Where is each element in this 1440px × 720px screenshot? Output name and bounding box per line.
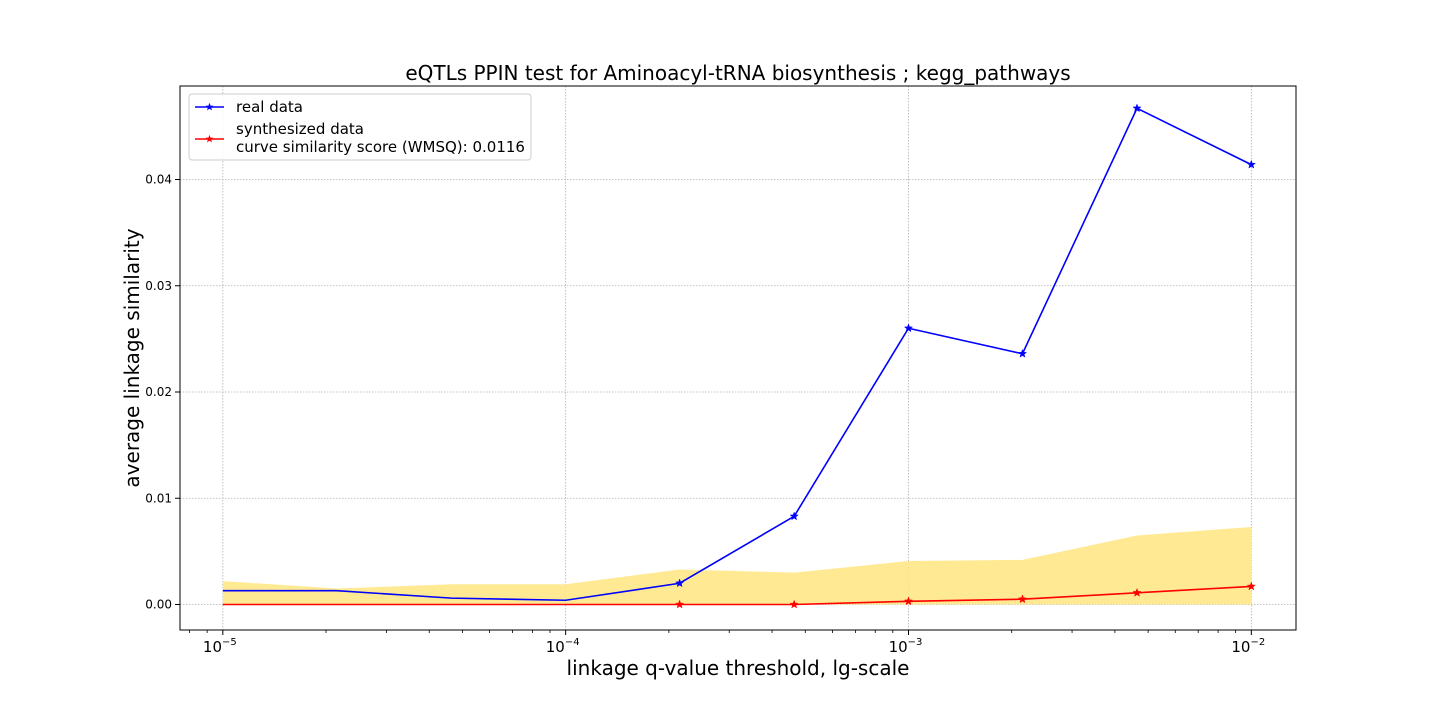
series-real-data bbox=[222, 103, 1256, 602]
series-point bbox=[1017, 594, 1028, 604]
series-line bbox=[222, 585, 1252, 606]
legend-box bbox=[188, 93, 532, 161]
confidence-band bbox=[222, 526, 1252, 605]
x-tick-label: 10−4 bbox=[546, 637, 580, 656]
legend-label: real data bbox=[236, 98, 303, 116]
series-point bbox=[1132, 587, 1142, 597]
plot-frame bbox=[179, 85, 1297, 631]
legend-marker bbox=[205, 134, 214, 143]
legend-label-line: synthesized data bbox=[236, 120, 364, 138]
series-point bbox=[903, 596, 914, 606]
series-point bbox=[1132, 103, 1142, 113]
x-tick-label: 10−2 bbox=[1231, 637, 1265, 656]
y-tick-label: 0.01 bbox=[145, 491, 172, 505]
y-tick-label: 0.04 bbox=[145, 173, 172, 187]
y-axis: 0.00 0.01 0.02 0.03 0.04 bbox=[145, 173, 180, 612]
y-axis-label: average linkage similarity bbox=[120, 228, 144, 487]
series-point bbox=[1246, 159, 1256, 169]
x-axis-label: linkage q-value threshold, lg-scale bbox=[567, 656, 910, 680]
y-tick-label: 0.02 bbox=[145, 385, 172, 399]
series-synthesized-data bbox=[222, 581, 1256, 609]
y-tick-label: 0.03 bbox=[145, 279, 172, 293]
series-point bbox=[674, 578, 685, 588]
series-point bbox=[903, 323, 914, 333]
series-point bbox=[1017, 348, 1028, 358]
series-layer bbox=[222, 103, 1256, 609]
legend-marker bbox=[205, 102, 214, 111]
legend-label-line: curve similarity score (WMSQ): 0.0116 bbox=[236, 138, 525, 156]
plot-area bbox=[179, 85, 1297, 631]
y-tick-label: 0.00 bbox=[145, 598, 172, 612]
series-point bbox=[674, 599, 685, 609]
legend-item-real-data: real data bbox=[195, 98, 303, 116]
confidence-band-layer bbox=[222, 526, 1252, 605]
x-tick-label: 10−3 bbox=[889, 637, 923, 656]
x-tick-label: 10−5 bbox=[203, 637, 237, 656]
chart-title: eQTLs PPIN test for Aminoacyl-tRNA biosy… bbox=[405, 61, 1070, 85]
series-point bbox=[789, 599, 799, 609]
series-point bbox=[1246, 581, 1256, 591]
series-line bbox=[222, 107, 1252, 602]
x-axis: 10−5 10−4 10−3 10−2 bbox=[189, 630, 1265, 656]
series-point bbox=[789, 511, 799, 521]
